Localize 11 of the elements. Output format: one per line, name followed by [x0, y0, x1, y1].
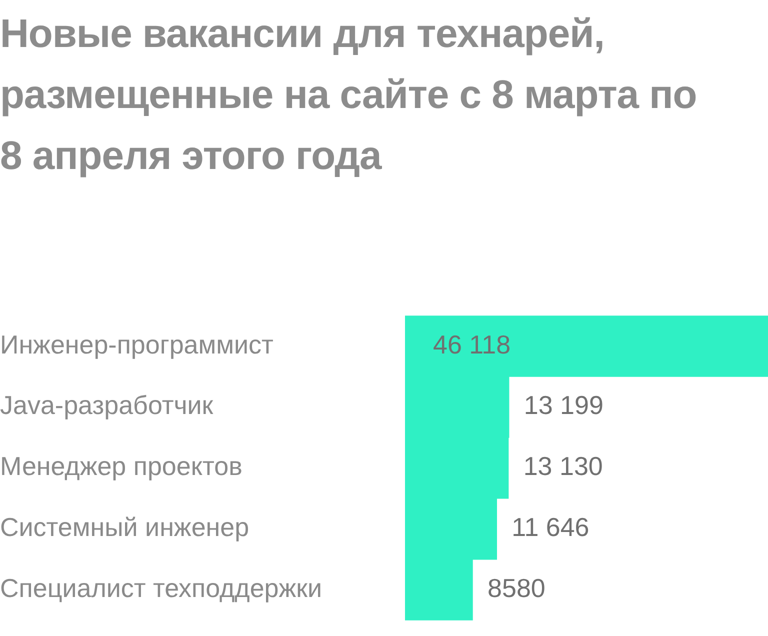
- y-tick-label: Инженер-программист: [0, 329, 274, 360]
- y-tick-label: Менеджер проектов: [0, 451, 242, 482]
- y-tick-label: Специалист техподдержки: [0, 573, 322, 604]
- data-label: 13 130: [523, 451, 603, 482]
- data-label: 13 199: [524, 390, 604, 420]
- data-label: 8580: [488, 573, 546, 604]
- data-label: 11 646: [512, 512, 590, 542]
- data-label: 46 118: [433, 329, 511, 360]
- y-tick-label: Системный инженер: [0, 512, 250, 542]
- y-tick-label: Java-разработчик: [0, 390, 214, 420]
- chart-title: Новые вакансии для технарей, размещенные на сайте с 8 марта по 8 апреля этого года: [0, 11, 698, 180]
